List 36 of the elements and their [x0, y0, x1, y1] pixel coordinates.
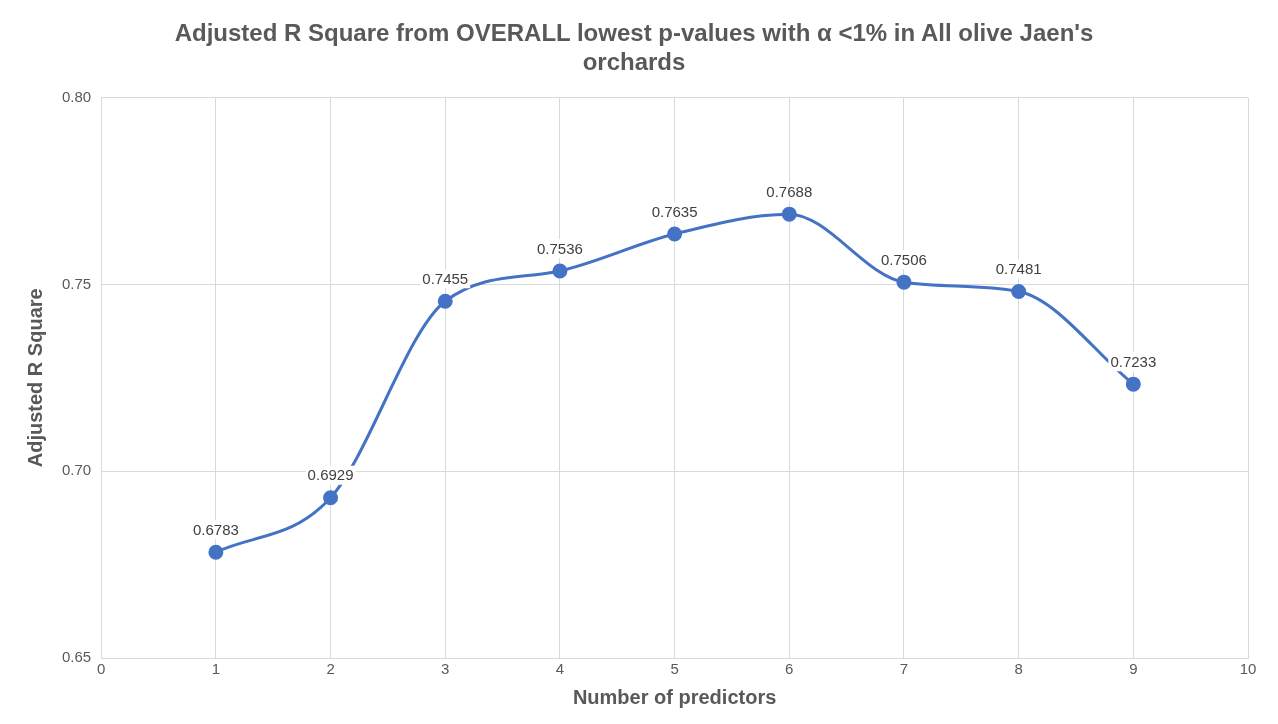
point	[1011, 284, 1027, 299]
point	[1125, 376, 1141, 392]
x-tick-label: 2	[326, 660, 335, 678]
y-tick-label: 0.65	[61, 648, 92, 666]
data-label: 0.7688	[766, 182, 813, 200]
x-tick-label: 3	[441, 660, 450, 678]
data-label: 0.6929	[307, 466, 354, 484]
x-axis-title: Number of predictors	[572, 685, 777, 708]
data-label: 0.7233	[1110, 352, 1157, 370]
x-tick-label: 0	[97, 660, 106, 678]
x-tick-label: 7	[899, 660, 909, 678]
point	[437, 293, 453, 309]
chart-title: Adjusted R Square from OVERALL lowest p-values with α <1% in All olive Jaen's orchards	[174, 19, 1094, 75]
point	[208, 544, 224, 560]
data-label: 0.7506	[881, 250, 927, 268]
point	[896, 274, 912, 290]
x-tick-label: 8	[1014, 660, 1023, 678]
point	[552, 263, 568, 279]
y-axis-title: Adjusted R Square	[23, 288, 46, 468]
data-label: 0.7481	[995, 260, 1042, 278]
point	[781, 206, 797, 222]
x-tick-label: 4	[555, 660, 565, 678]
data-label: 0.7635	[651, 202, 698, 220]
data-label: 0.6783	[192, 520, 239, 538]
data-label: 0.7536	[536, 239, 583, 257]
point	[667, 226, 683, 242]
x-tick-label: 5	[670, 660, 679, 678]
x-tick-label: 9	[1129, 660, 1138, 678]
x-tick-label: 6	[785, 660, 794, 678]
y-tick-label: 0.70	[61, 461, 92, 479]
y-tick-label: 0.75	[61, 274, 92, 292]
data-label: 0.7455	[422, 269, 469, 287]
x-tick-label: 10	[1239, 660, 1257, 678]
y-tick-label: 0.80	[61, 87, 92, 105]
x-tick-label: 1	[211, 660, 221, 678]
point	[323, 490, 339, 506]
